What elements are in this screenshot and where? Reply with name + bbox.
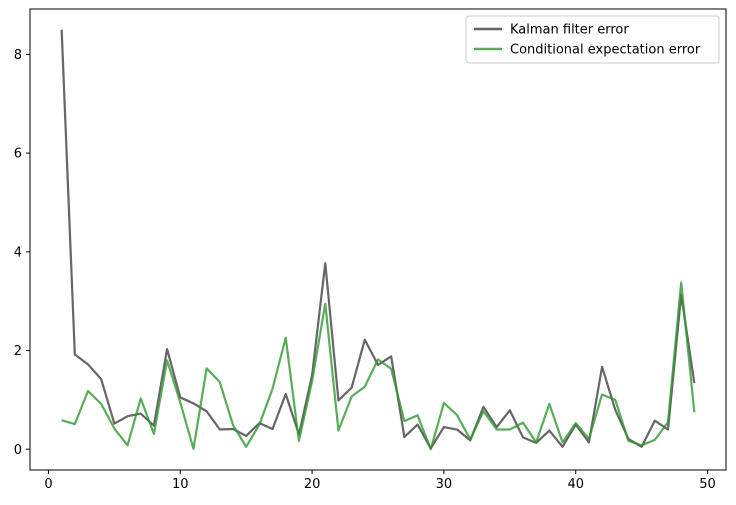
- x-tick-label: 20: [304, 477, 321, 492]
- x-tick-label: 0: [44, 477, 52, 492]
- x-tick-label: 30: [436, 477, 453, 492]
- y-tick-label: 8: [14, 48, 22, 63]
- legend: Kalman filter error Conditional expectat…: [465, 15, 720, 64]
- series-line-conditional: [61, 281, 696, 451]
- x-tick-label: 50: [699, 477, 716, 492]
- legend-label-conditional: Conditional expectation error: [510, 43, 701, 58]
- series-lines: [60, 29, 696, 451]
- x-tick-label: 10: [172, 477, 189, 492]
- y-tick-label: 4: [14, 245, 22, 260]
- plot-area: [29, 8, 727, 471]
- y-tick-label: 2: [14, 344, 22, 359]
- y-tick-label: 0: [14, 443, 22, 458]
- y-axis: 0 2 4 6 8: [14, 48, 30, 458]
- x-axis: 0 10 20 30 40 50: [44, 470, 716, 492]
- legend-box: [465, 15, 720, 64]
- series-line-kalman: [60, 29, 696, 450]
- x-tick-label: 40: [567, 477, 584, 492]
- legend-label-kalman: Kalman filter error: [510, 23, 629, 38]
- y-tick-label: 6: [14, 147, 22, 162]
